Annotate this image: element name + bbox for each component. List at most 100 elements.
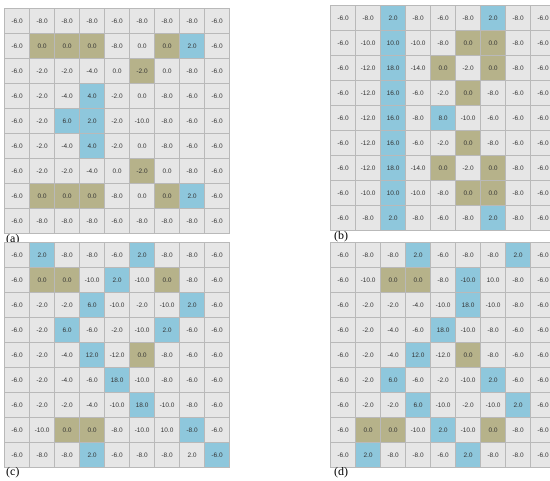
- grid-cell: 10.0: [481, 268, 505, 292]
- grid-cell: -6.0: [531, 31, 550, 55]
- grid-cell: -2.0: [431, 81, 455, 105]
- grid-cell: 18.0: [381, 156, 405, 180]
- grid-cell: -6.0: [431, 443, 455, 467]
- grid-cell: -8.0: [406, 443, 430, 467]
- grid-cell: 0.0: [155, 34, 179, 58]
- grid-cell: -2.0: [30, 109, 54, 133]
- grid-cell: 0.0: [481, 181, 505, 205]
- grid-cell: -6.0: [5, 318, 29, 342]
- grid-cell: 0.0: [130, 134, 154, 158]
- grid-cell: -6.0: [205, 159, 229, 183]
- grid-cell: -2.0: [356, 293, 380, 317]
- grid-cell: -6.0: [531, 418, 550, 442]
- grid-cell: -8.0: [130, 9, 154, 33]
- grid-cell: -2.0: [381, 293, 405, 317]
- grid-cell: -8.0: [80, 243, 104, 267]
- grid-cell: 0.0: [105, 159, 129, 183]
- grid-cell: -6.0: [205, 443, 229, 467]
- grid-cell: -8.0: [155, 368, 179, 392]
- grid-cell: -10.0: [456, 418, 480, 442]
- grid-cell: -8.0: [55, 243, 79, 267]
- grid-cell: 0.0: [456, 131, 480, 155]
- grid-cell: -12.0: [356, 131, 380, 155]
- grid-cell: -10.0: [481, 293, 505, 317]
- grid-cell: -8.0: [55, 209, 79, 233]
- grid-cell: -8.0: [30, 9, 54, 33]
- grid-cell: -6.0: [5, 109, 29, 133]
- grid-cell: -2.0: [55, 393, 79, 417]
- grid-cell: -2.0: [356, 318, 380, 342]
- grid-cell: -6.0: [506, 368, 530, 392]
- grid-cell: -12.0: [356, 56, 380, 80]
- grid-cell: -2.0: [130, 159, 154, 183]
- grid-cell: -6.0: [406, 368, 430, 392]
- grid-cell: -12.0: [105, 343, 129, 367]
- grid-cell: 4.0: [80, 84, 104, 108]
- grid-cell: -8.0: [506, 293, 530, 317]
- grid-cell: -6.0: [531, 293, 550, 317]
- grid-cell: -4.0: [406, 293, 430, 317]
- grid-cell: 2.0: [481, 6, 505, 30]
- grid-cell: -6.0: [531, 56, 550, 80]
- grid-cell: -10.0: [431, 393, 455, 417]
- grid-cell: -8.0: [431, 31, 455, 55]
- grid-cell: -10.0: [130, 418, 154, 442]
- grid-cell: -6.0: [331, 343, 355, 367]
- grid-cell: -6.0: [331, 368, 355, 392]
- grid-cell: 6.0: [80, 293, 104, 317]
- grid-cell: -6.0: [205, 209, 229, 233]
- grid-cell: -6.0: [331, 81, 355, 105]
- grid-cell: -6.0: [331, 268, 355, 292]
- grid-cell: -6.0: [80, 368, 104, 392]
- grid-cell: -6.0: [531, 181, 550, 205]
- grid-cell: -8.0: [80, 209, 104, 233]
- grid-cell: 0.0: [55, 418, 79, 442]
- grid-cell: -2.0: [30, 343, 54, 367]
- grid-cell: -8.0: [506, 443, 530, 467]
- grid-cell: -8.0: [406, 106, 430, 130]
- grid-cell: -6.0: [5, 418, 29, 442]
- grid-cell: -6.0: [180, 368, 204, 392]
- grid-cell: -6.0: [531, 368, 550, 392]
- grid-cell: 2.0: [180, 184, 204, 208]
- grid-cell: -10.0: [456, 318, 480, 342]
- grid-cell: -6.0: [331, 106, 355, 130]
- grid-cell: -10.0: [130, 368, 154, 392]
- grid-cell: -6.0: [406, 81, 430, 105]
- grid-cell: -8.0: [55, 443, 79, 467]
- grid-a: -6.0 -8.0 -8.0 -8.0 -6.0 -8.0 -8.0 -8.0 -6.0 -6.0…: [4, 8, 230, 234]
- grid-cell: -6.0: [205, 368, 229, 392]
- grid-cell: 2.0: [506, 393, 530, 417]
- grid-cell: -6.0: [406, 318, 430, 342]
- grid-cell: -2.0: [431, 368, 455, 392]
- grid-cell: -6.0: [331, 206, 355, 230]
- grid-cell: -6.0: [5, 34, 29, 58]
- grid-cell: -6.0: [180, 343, 204, 367]
- grid-cell: -2.0: [30, 393, 54, 417]
- grid-cell: -6.0: [205, 243, 229, 267]
- grid-cell: -6.0: [531, 318, 550, 342]
- grid-cell: -4.0: [80, 59, 104, 83]
- grid-cell: -8.0: [356, 206, 380, 230]
- grid-d: -6.0 -8.0 -8.0 2.0 -6.0 -8.0 -8.0 2.0 -6.0 -6.0 -1…: [330, 242, 550, 468]
- grid-cell: 0.0: [155, 59, 179, 83]
- grid-cell: -8.0: [481, 81, 505, 105]
- grid-cell: -8.0: [506, 268, 530, 292]
- grid-cell: -8.0: [180, 418, 204, 442]
- grid-cell: -2.0: [456, 156, 480, 180]
- grid-cell: -8.0: [506, 31, 530, 55]
- panel-label-a: (a): [6, 231, 20, 245]
- grid-cell: -8.0: [180, 243, 204, 267]
- grid-cell: -8.0: [506, 6, 530, 30]
- grid-cell: -10.0: [406, 31, 430, 55]
- grid-cell: -8.0: [356, 6, 380, 30]
- grid-cell: -2.0: [130, 59, 154, 83]
- grid-cell: -6.0: [531, 443, 550, 467]
- grid-cell: -10.0: [456, 268, 480, 292]
- grid-cell: -2.0: [30, 318, 54, 342]
- grid-cell: 2.0: [180, 293, 204, 317]
- grid-cell: -6.0: [531, 268, 550, 292]
- grid-cell: -6.0: [331, 318, 355, 342]
- grid-cell: -10.0: [130, 318, 154, 342]
- grid-cell: -10.0: [155, 293, 179, 317]
